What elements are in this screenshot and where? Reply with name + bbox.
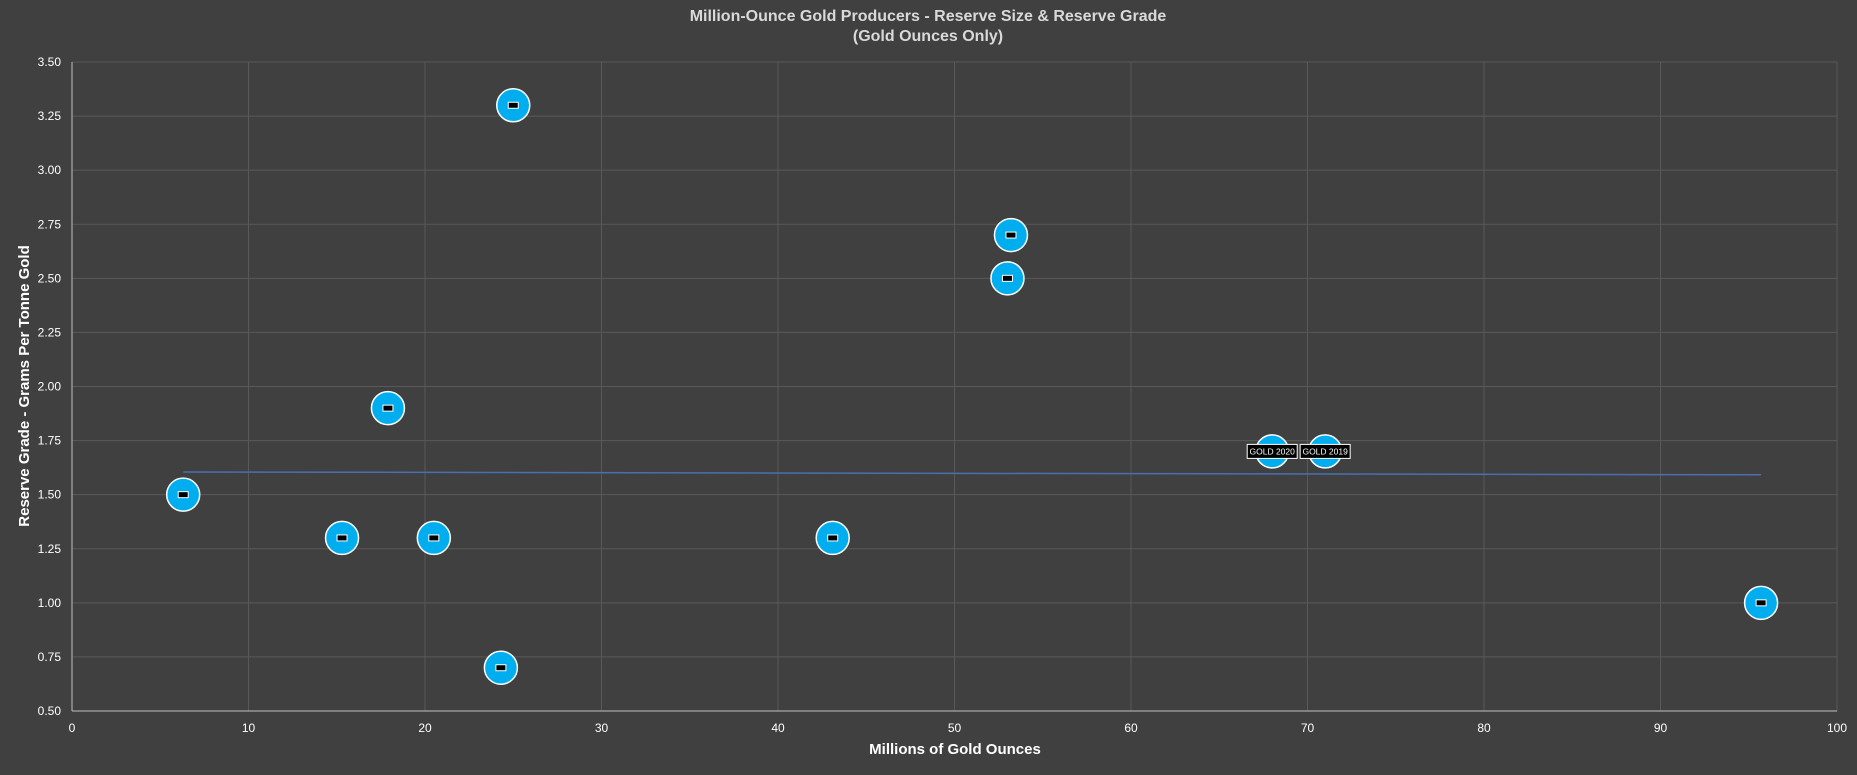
y-tick-label: 1.00 bbox=[38, 596, 62, 610]
data-point-tag bbox=[336, 534, 348, 542]
trendline bbox=[183, 471, 1762, 476]
x-tick-label: 80 bbox=[1477, 721, 1491, 735]
data-point-callout: GOLD 2019 bbox=[1299, 443, 1351, 459]
data-point[interactable] bbox=[815, 520, 850, 556]
y-tick-label: 3.00 bbox=[38, 163, 62, 177]
x-tick-label: 90 bbox=[1654, 721, 1668, 735]
data-point[interactable] bbox=[324, 520, 360, 556]
trendline-group bbox=[183, 471, 1762, 476]
x-axis-ticks: 0 10 20 30 40 50 60 70 80 90 100 bbox=[69, 721, 1848, 735]
data-point-label: GOLD 2020 bbox=[1250, 446, 1296, 456]
x-tick-label: 10 bbox=[242, 721, 256, 735]
data-point-tag bbox=[495, 664, 507, 672]
data-point-callout: GOLD 2020 bbox=[1246, 443, 1298, 459]
y-tick-label: 1.50 bbox=[38, 488, 62, 502]
data-point-tag bbox=[177, 491, 189, 499]
data-point-tag bbox=[1755, 599, 1767, 607]
data-point[interactable] bbox=[990, 261, 1025, 296]
y-axis-ticks: 0.50 0.75 1.00 1.25 1.50 1.75 2.00 2.25 2.50 2.75… bbox=[38, 55, 62, 718]
data-point[interactable] bbox=[496, 88, 531, 123]
chart-subtitle: (Gold Ounces Only) bbox=[853, 28, 1003, 45]
chart-title: Million-Ounce Gold Producers - Reserve S… bbox=[690, 8, 1167, 25]
callout-box bbox=[1299, 443, 1351, 459]
callout-box bbox=[1246, 443, 1298, 459]
x-tick-label: 0 bbox=[69, 721, 76, 735]
data-point-label: GOLD 2019 bbox=[1302, 446, 1348, 456]
data-point-tag bbox=[507, 101, 519, 109]
x-tick-label: 40 bbox=[771, 721, 785, 735]
data-point-tag bbox=[382, 404, 394, 412]
data-point-tag bbox=[428, 534, 440, 542]
data-point-tag bbox=[1005, 231, 1017, 239]
y-tick-label: 3.25 bbox=[38, 109, 62, 123]
data-point-tag bbox=[827, 534, 839, 542]
y-tick-label: 0.75 bbox=[38, 650, 62, 664]
x-tick-label: 70 bbox=[1301, 721, 1315, 735]
gridlines bbox=[72, 61, 1838, 711]
data-point[interactable] bbox=[416, 520, 452, 556]
y-tick-label: 2.00 bbox=[38, 380, 62, 394]
data-point[interactable] bbox=[1743, 585, 1779, 621]
data-point[interactable] bbox=[165, 477, 201, 512]
y-tick-label: 2.75 bbox=[38, 217, 62, 231]
axes bbox=[71, 62, 1837, 712]
y-tick-label: 2.50 bbox=[38, 271, 62, 285]
point-callouts: GOLD 2020 GOLD 2019 bbox=[1246, 443, 1351, 459]
y-axis-label: Reserve Grade - Grams Per Tonne Gold bbox=[16, 245, 33, 526]
y-tick-label: 1.25 bbox=[38, 542, 62, 556]
y-tick-label: 2.25 bbox=[38, 325, 62, 339]
x-tick-label: 20 bbox=[418, 721, 432, 735]
data-point[interactable] bbox=[993, 217, 1029, 253]
y-tick-label: 0.50 bbox=[38, 704, 62, 718]
x-tick-label: 50 bbox=[948, 721, 962, 735]
x-tick-label: 100 bbox=[1827, 721, 1847, 735]
y-tick-label: 1.75 bbox=[38, 434, 62, 448]
data-point[interactable] bbox=[483, 650, 519, 685]
y-tick-label: 3.50 bbox=[38, 55, 62, 69]
data-points bbox=[165, 88, 1779, 685]
data-point[interactable] bbox=[370, 390, 406, 426]
x-tick-label: 30 bbox=[595, 721, 609, 735]
x-tick-label: 60 bbox=[1124, 721, 1138, 735]
x-axis-label: Millions of Gold Ounces bbox=[869, 741, 1041, 758]
data-point-tag bbox=[1001, 274, 1013, 282]
